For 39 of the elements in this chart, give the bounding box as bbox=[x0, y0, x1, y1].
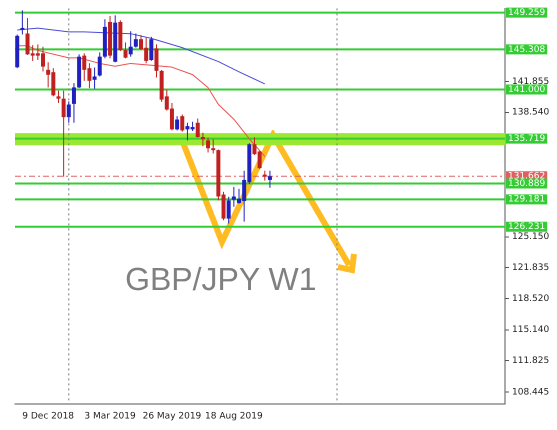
y-tick-label: 138.540 bbox=[512, 108, 550, 118]
y-tick-label: 108.445 bbox=[512, 387, 550, 398]
y-tick-label: 141.855 bbox=[512, 76, 550, 87]
candlestick bbox=[226, 196, 231, 224]
ref-line-label: 149.259 bbox=[508, 8, 546, 18]
candlestick bbox=[124, 42, 128, 59]
x-tick-label: 3 Mar 2019 bbox=[84, 412, 136, 422]
candlestick bbox=[206, 137, 210, 154]
candlestick bbox=[211, 138, 216, 154]
x-tick-label: 18 Aug 2019 bbox=[205, 412, 263, 422]
candlestick bbox=[66, 100, 71, 124]
x-tick-label: 9 Dec 2018 bbox=[22, 412, 74, 422]
y-tick-label: 111.825 bbox=[512, 356, 550, 366]
candlestick bbox=[128, 30, 133, 58]
y-tick-label: 125.150 bbox=[512, 232, 550, 242]
x-tick-label: 26 May 2019 bbox=[142, 412, 202, 422]
ref-line-label: 145.308 bbox=[508, 44, 546, 55]
candlestick bbox=[268, 170, 272, 188]
candlestick bbox=[175, 116, 180, 131]
candlestick bbox=[134, 33, 138, 48]
y-tick-label: 115.140 bbox=[512, 325, 550, 336]
y-tick-label: 118.520 bbox=[512, 294, 550, 304]
candlestick bbox=[20, 10, 24, 36]
y-tick-label: 121.835 bbox=[512, 263, 550, 273]
ref-line-label: 135.719 bbox=[508, 134, 546, 144]
candlestick bbox=[62, 90, 66, 178]
candlestick bbox=[72, 82, 76, 124]
candlestick bbox=[154, 44, 158, 78]
candlestick bbox=[149, 36, 154, 62]
candlestick bbox=[180, 114, 184, 132]
candlestick bbox=[92, 67, 97, 90]
candlestick bbox=[262, 170, 267, 182]
ref-line-label: 129.181 bbox=[508, 194, 546, 205]
candlestick bbox=[200, 132, 205, 147]
ref-line-label: 126.231 bbox=[508, 222, 546, 232]
candlestick bbox=[196, 118, 200, 138]
annotation: GBP/JPY W1 bbox=[125, 261, 317, 298]
candlestick bbox=[98, 52, 102, 77]
ref-line-label: 141.000 bbox=[508, 84, 546, 95]
